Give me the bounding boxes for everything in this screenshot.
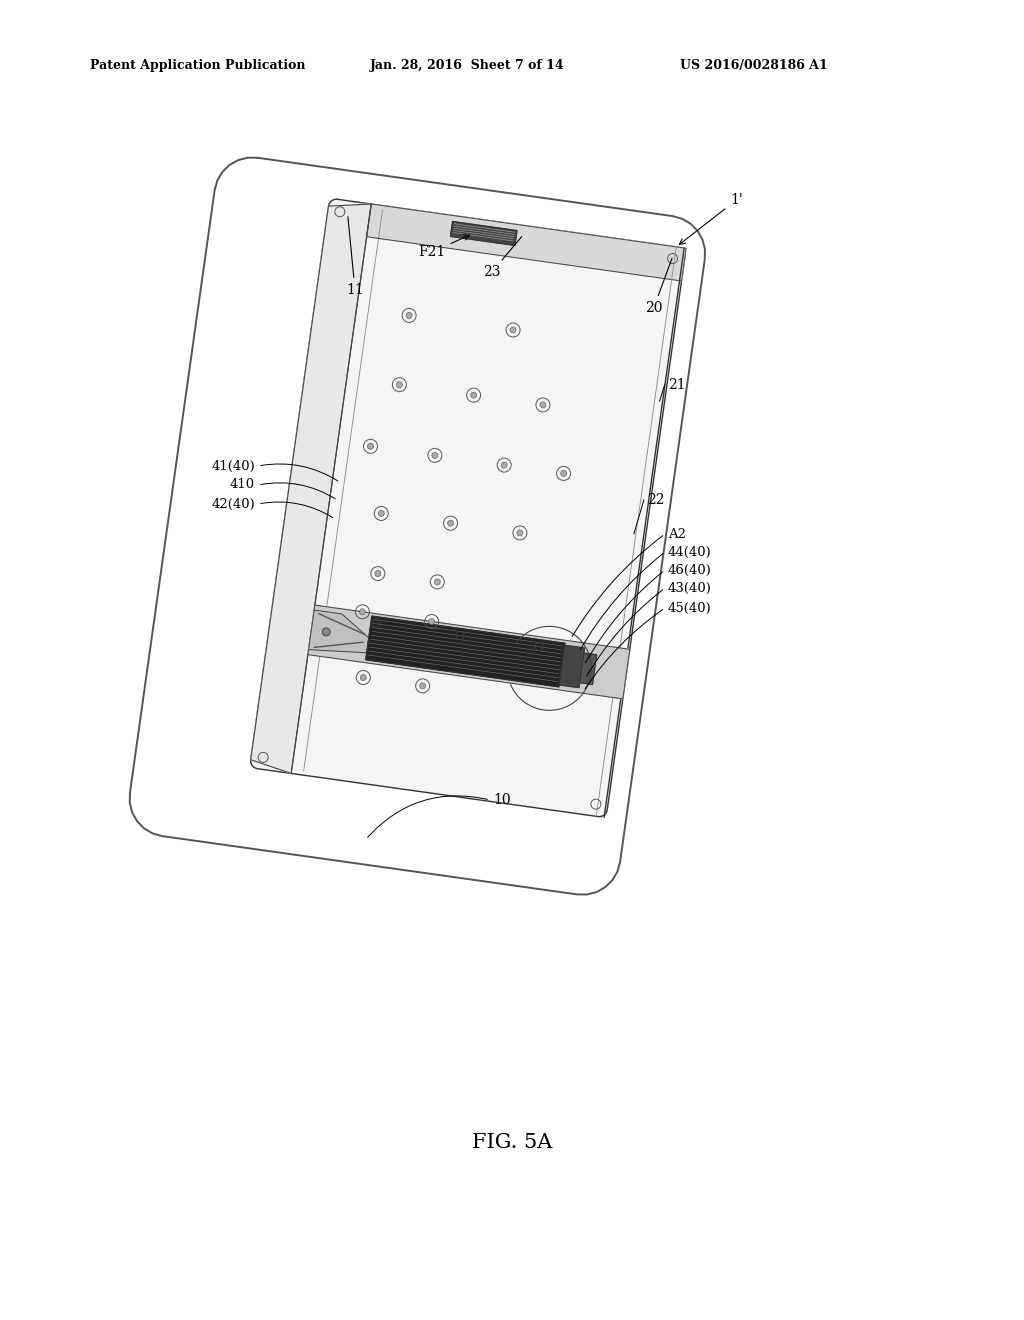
Text: US 2016/0028186 A1: US 2016/0028186 A1 — [680, 58, 827, 71]
Text: Patent Application Publication: Patent Application Publication — [90, 58, 305, 71]
Text: 44(40): 44(40) — [668, 545, 712, 558]
Text: F21: F21 — [419, 235, 469, 259]
Polygon shape — [451, 222, 517, 246]
Circle shape — [517, 529, 523, 536]
Circle shape — [375, 570, 381, 577]
Polygon shape — [580, 653, 597, 685]
Circle shape — [510, 327, 516, 333]
Text: 43(40): 43(40) — [668, 582, 712, 594]
Text: Jan. 28, 2016  Sheet 7 of 14: Jan. 28, 2016 Sheet 7 of 14 — [370, 58, 564, 71]
Text: 11: 11 — [346, 216, 364, 297]
Circle shape — [359, 609, 366, 615]
Circle shape — [429, 619, 435, 624]
Circle shape — [368, 444, 374, 449]
Text: 45(40): 45(40) — [668, 602, 712, 615]
Circle shape — [396, 381, 402, 388]
Polygon shape — [367, 205, 686, 281]
Text: 22: 22 — [647, 492, 665, 507]
Polygon shape — [308, 605, 630, 698]
Circle shape — [407, 313, 412, 318]
Polygon shape — [366, 616, 565, 686]
Text: 20: 20 — [645, 259, 672, 315]
Circle shape — [560, 470, 566, 477]
Circle shape — [360, 675, 367, 681]
Circle shape — [420, 682, 426, 689]
Circle shape — [434, 579, 440, 585]
Circle shape — [378, 511, 384, 516]
Polygon shape — [308, 610, 369, 653]
Polygon shape — [130, 157, 705, 895]
Circle shape — [471, 392, 476, 399]
Polygon shape — [251, 199, 685, 817]
Text: 23: 23 — [483, 236, 521, 279]
Text: 41(40): 41(40) — [211, 459, 255, 473]
Circle shape — [540, 401, 546, 408]
Circle shape — [432, 453, 438, 458]
Text: 1': 1' — [679, 193, 742, 244]
Text: A2: A2 — [668, 528, 686, 540]
Polygon shape — [559, 645, 585, 688]
Polygon shape — [251, 205, 372, 774]
Circle shape — [323, 628, 330, 636]
Circle shape — [447, 520, 454, 527]
Text: FIG. 5A: FIG. 5A — [472, 1134, 552, 1152]
Text: 410: 410 — [229, 479, 255, 491]
Text: 10: 10 — [493, 793, 511, 807]
Text: 42(40): 42(40) — [211, 498, 255, 511]
Text: 21: 21 — [668, 378, 685, 392]
Text: 46(40): 46(40) — [668, 564, 712, 577]
Circle shape — [501, 462, 507, 469]
